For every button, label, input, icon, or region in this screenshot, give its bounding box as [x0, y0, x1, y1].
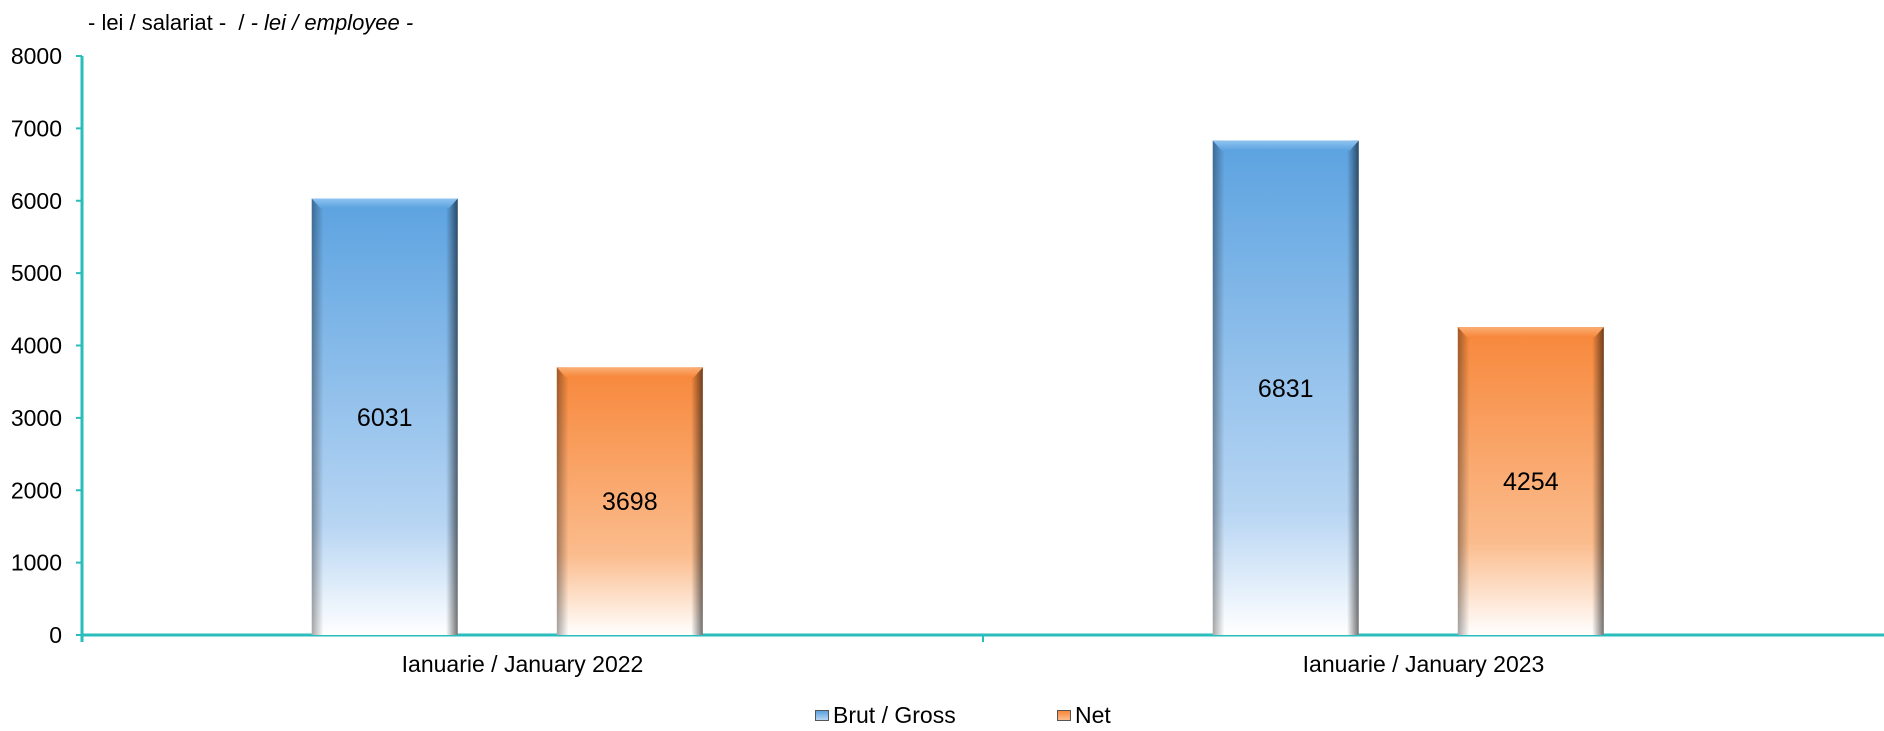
legend-label-gross: Brut / Gross [833, 702, 956, 728]
y-tick-label: 4000 [11, 333, 62, 359]
bar-shade [311, 198, 458, 635]
bar-shade [556, 367, 703, 635]
bar-shade [1212, 140, 1359, 635]
legend-swatch-net [1057, 710, 1071, 721]
x-category-label: Ianuarie / January 2022 [402, 651, 644, 677]
y-tick-label: 8000 [11, 43, 62, 69]
legend: Brut / Gross Net [0, 702, 1884, 730]
y-tick-label: 0 [49, 622, 62, 648]
unit-label-en: - lei / employee - [250, 10, 414, 35]
y-tick-label: 7000 [11, 115, 62, 141]
bars [311, 140, 1604, 635]
bar-bevel [1212, 140, 1359, 151]
data-label: 6031 [357, 404, 413, 432]
y-tick-label: 5000 [11, 260, 62, 286]
data-label: 3698 [602, 488, 658, 516]
bar-bevel [556, 367, 703, 378]
y-tick-label: 2000 [11, 477, 62, 503]
y-tick-label: 3000 [11, 405, 62, 431]
x-category-label: Ianuarie / January 2023 [1303, 651, 1545, 677]
legend-swatch-gross [815, 710, 829, 721]
legend-label-net: Net [1075, 702, 1111, 728]
unit-label-ro: - lei / salariat - / [88, 10, 251, 35]
bar-bevel [1457, 327, 1604, 338]
data-label: 4254 [1503, 468, 1559, 496]
labels: 6031 3698 Ianuarie / January 2022 6831 4254 I… [357, 375, 1559, 677]
data-label: 6831 [1258, 375, 1314, 403]
bar-chart: 0 1000 2000 3000 4000 5000 6000 7000 8000 6031 36… [11, 43, 1884, 677]
y-tick-label: 1000 [11, 550, 62, 576]
bar-bevel [311, 198, 458, 209]
bar-shade [1457, 327, 1604, 635]
unit-label: - lei / salariat - / - lei / employee - [88, 10, 413, 36]
legend-item-net: Net [1057, 702, 1111, 729]
legend-item-gross: Brut / Gross [815, 702, 956, 729]
y-tick-label: 6000 [11, 188, 62, 214]
